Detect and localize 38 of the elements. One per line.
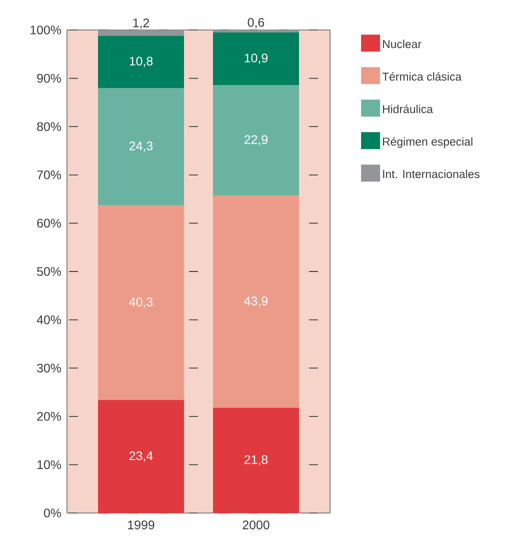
legend-label: Régimen especial [383, 137, 472, 148]
data-label: 40,3 [129, 298, 153, 308]
data-label: 10,9 [244, 54, 268, 64]
legend-label: Térmica clásica [382, 72, 462, 81]
bar [212, 85, 300, 196]
y-tick-label: 100% [30, 26, 62, 34]
bar [212, 32, 300, 86]
bar [98, 400, 184, 513]
y-tick-label: 50% [37, 267, 62, 276]
y-tick-label: 80% [37, 122, 62, 132]
data-label: 22,9 [244, 135, 268, 146]
data-label: 23,4 [130, 451, 153, 462]
data-label: 0,6 [248, 18, 264, 28]
y-tick-label: 90% [37, 74, 62, 83]
bar [98, 205, 184, 400]
x-tick-label: 1999 [128, 520, 154, 530]
data-label: 21,8 [244, 455, 268, 466]
data-label: 10,8 [130, 56, 153, 68]
bar [212, 30, 300, 32]
y-tick-label: 20% [37, 412, 62, 421]
data-label: 43,9 [244, 296, 268, 307]
bar [212, 196, 300, 408]
legend-label: Hidráulica [383, 104, 433, 114]
data-label: 1,2 [133, 18, 150, 29]
legend-label: Nuclear [383, 40, 422, 48]
y-tick-label: 70% [37, 170, 62, 180]
y-tick-label: 40% [36, 315, 62, 324]
bar [212, 408, 300, 513]
legend-label: Int. Internacionales [383, 170, 480, 178]
bar [98, 88, 184, 206]
bar [98, 36, 184, 88]
y-tick-label: 60% [37, 218, 62, 228]
x-tick-label: 2000 [242, 520, 270, 530]
bar [98, 30, 184, 36]
y-tick-label: 10% [38, 460, 62, 470]
y-tick-label: 30% [37, 364, 62, 373]
data-label: 24,3 [130, 142, 153, 152]
y-tick-label: 0% [44, 508, 62, 518]
